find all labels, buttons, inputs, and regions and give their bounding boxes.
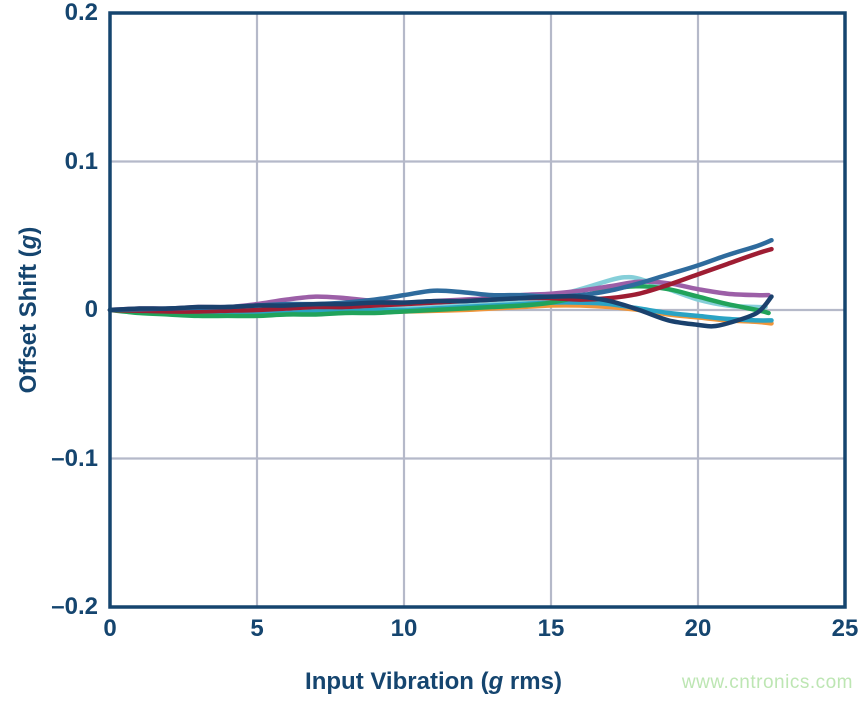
series-navy [107,293,774,329]
y-axis-title: Offset Shift (g) [15,227,43,394]
y-tick-label: 0.2 [64,0,98,26]
y-tick-label: –0.1 [51,444,98,472]
x-tick-label: 20 [684,615,712,642]
watermark: www.cntronics.com [681,672,853,693]
y-tick-label: 0 [84,296,98,323]
y-axis-title-text: Offset Shift (g) [15,226,42,394]
x-tick-label: 25 [831,615,859,642]
x-tick-label: 15 [537,615,565,642]
y-tick-label: 0.1 [64,147,98,175]
x-tick-label: 0 [103,615,117,642]
plot-frame [108,11,847,609]
x-axis-title: Input Vibration (g rms) [0,668,867,696]
y-tick-label: –0.2 [51,593,98,620]
x-tick-label: 5 [250,615,264,642]
x-tick-label: 10 [390,615,418,642]
series-green [107,283,771,319]
x-axis-title-text: Input Vibration (g rms) [305,668,562,695]
